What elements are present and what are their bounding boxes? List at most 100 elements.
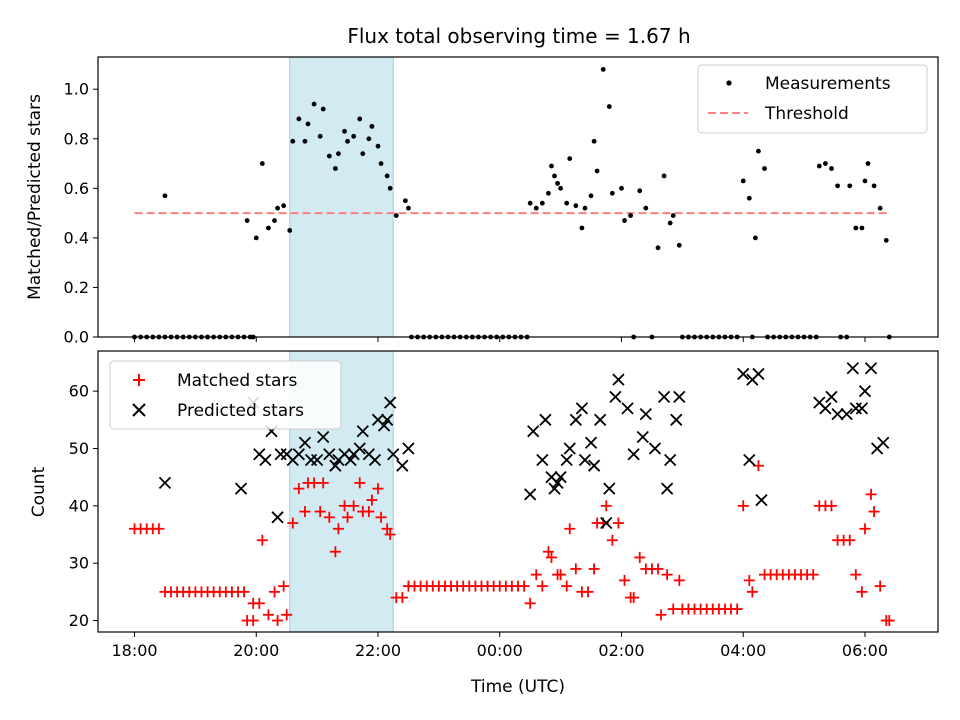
matched-star-point <box>600 500 612 512</box>
matched-star-point <box>366 494 378 506</box>
predicted-star-point <box>323 448 336 461</box>
measurement-point <box>558 185 564 191</box>
top-y-ticks: 0.0 0.2 0.4 0.6 0.8 1.0 <box>64 80 98 347</box>
measurement-point <box>546 190 551 196</box>
measurement-point <box>393 213 399 218</box>
matched-star-point <box>348 500 360 512</box>
measurement-point <box>533 205 539 211</box>
matched-star-point <box>859 523 871 535</box>
predicted-star-point <box>344 453 357 467</box>
predicted-star-point <box>539 413 552 426</box>
matched-star-point <box>269 586 281 598</box>
matched-star-point <box>868 506 880 518</box>
bottom-plot-frame <box>97 350 939 633</box>
matched-star-point <box>299 506 311 518</box>
legend-matched-label: Matched stars <box>177 371 297 391</box>
matched-star-point <box>536 580 548 592</box>
predicted-star-point <box>158 476 172 490</box>
measurement-point <box>564 200 570 206</box>
measurement-point <box>345 138 350 144</box>
measurement-point <box>305 121 311 127</box>
matched-star-point <box>354 477 366 489</box>
measurement-point <box>600 66 606 72</box>
bottom-y-tick-label: 60 <box>69 382 89 401</box>
predicted-star-point <box>648 442 662 455</box>
predicted-star-point <box>636 430 649 444</box>
measurement-point <box>877 205 883 211</box>
predicted-star-point <box>368 453 382 467</box>
predicted-star-point <box>877 436 890 449</box>
matched-star-point <box>807 569 819 581</box>
measurement-point <box>369 123 375 129</box>
matched-star-point <box>363 506 375 518</box>
matched-star-point <box>545 551 557 563</box>
measurement-point <box>527 200 533 206</box>
matched-star-point <box>743 574 755 586</box>
bottom-x-tick-label: 22:00 <box>355 641 401 660</box>
predicted-star-point <box>387 448 400 461</box>
predicted-star-point <box>234 482 248 495</box>
top-legend: Measurements Threshold <box>697 64 928 134</box>
measurement-point <box>244 218 250 223</box>
predicted-star-point <box>329 459 342 472</box>
measurement-point <box>582 205 588 211</box>
measurement-point <box>539 200 545 206</box>
measurement-point <box>320 106 326 112</box>
matched-star-point <box>737 500 749 512</box>
chart-title: Flux total observing time = 1.67 h <box>347 24 690 48</box>
predicted-star-point <box>560 453 573 467</box>
matched-star-point <box>518 580 530 592</box>
matched-star-point <box>238 586 250 598</box>
predicted-star-point <box>673 390 686 404</box>
matched-star-point <box>661 569 673 581</box>
top-plot-frame <box>97 56 939 338</box>
matched-star-point <box>606 534 618 546</box>
matched-star-point <box>865 488 877 500</box>
predicted-star-point <box>584 436 598 449</box>
measurement-point <box>588 193 594 199</box>
matched-star-point <box>396 592 408 604</box>
matched-star-point <box>384 529 396 541</box>
measurement-point <box>402 198 408 204</box>
measurement-point <box>387 185 393 191</box>
top-y-tick-label: 1.0 <box>64 80 89 99</box>
predicted-star-point <box>657 390 671 404</box>
predicted-star-point <box>594 413 607 426</box>
predicted-star-point <box>587 459 601 472</box>
bottom-x-tick-label: 02:00 <box>598 641 644 660</box>
predicted-star-point <box>819 402 832 415</box>
predicted-star-point <box>353 442 366 455</box>
matched-star-point <box>561 580 573 592</box>
measurement-point <box>366 136 372 142</box>
measurement-point <box>871 183 877 189</box>
measurement-point <box>311 101 317 107</box>
top-y-tick-label: 0.0 <box>64 328 89 347</box>
measurement-point <box>275 205 280 211</box>
predicted-star-point <box>752 367 765 381</box>
bottom-y-tick-label: 20 <box>69 611 89 630</box>
measurement-point <box>865 161 871 166</box>
matched-star-point <box>825 500 837 512</box>
predicted-star-point <box>259 453 272 467</box>
bottom-x-tick-label: 06:00 <box>842 641 888 660</box>
predicted-star-point <box>755 493 768 507</box>
measurement-point <box>302 138 308 144</box>
top-panel: Flux total observing time = 1.67 h Match… <box>25 24 939 347</box>
matched-star-point <box>314 506 326 518</box>
measurement-point <box>384 173 390 179</box>
matched-star-point <box>628 592 640 604</box>
matched-star-point <box>317 477 329 489</box>
top-y-tick-label: 0.2 <box>64 278 89 297</box>
predicted-star-point <box>317 430 330 444</box>
measurement-point <box>281 203 287 209</box>
measurement-point <box>555 180 560 186</box>
top-y-tick-label: 0.4 <box>64 228 89 247</box>
legend-measurements-marker <box>726 80 732 86</box>
measurement-point <box>667 220 673 226</box>
matched-star-point <box>262 609 274 621</box>
matched-star-point <box>530 569 542 581</box>
predicted-star-point <box>271 511 284 524</box>
measurement-point <box>266 225 271 231</box>
measurement-point <box>552 173 557 179</box>
bottom-x-tick-label: 00:00 <box>477 641 523 660</box>
